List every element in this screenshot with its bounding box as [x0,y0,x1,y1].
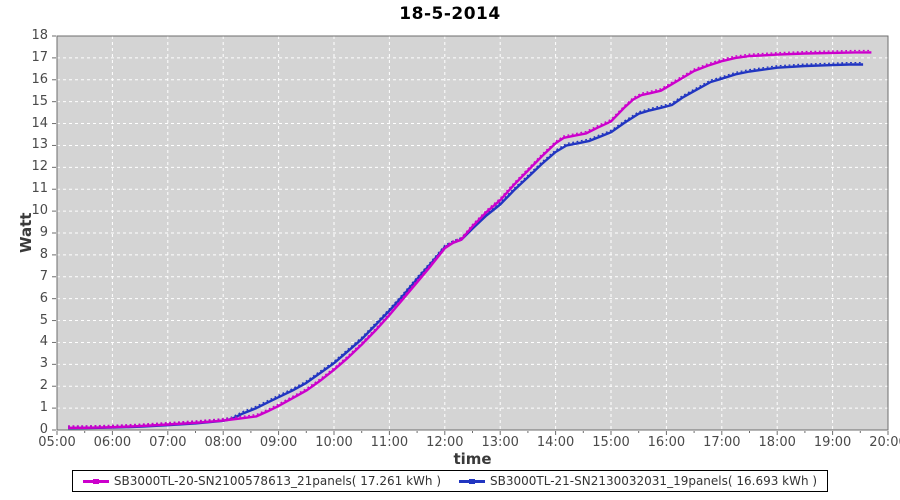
y-tick-label: 7 [39,268,48,284]
x-tick-label: 08:00 [204,435,242,450]
legend-label: SB3000TL-21-SN2130032031_19panels( 16.69… [490,474,818,488]
y-tick-label: 6 [39,290,48,306]
y-tick-label: 15 [31,93,48,109]
magenta-line-marker-icon [82,477,109,486]
y-tick-label: 2 [39,378,48,394]
x-tick-label: 10:00 [315,435,353,450]
y-tick-label: 5 [39,312,48,328]
x-tick-label: 12:00 [426,435,464,450]
x-tick-label: 06:00 [93,435,132,450]
legend-label: SB3000TL-20-SN2100578613_21panels( 17.26… [113,474,441,488]
x-axis-title: time [453,450,492,468]
legend-item-inverter-20: SB3000TL-20-SN2100578613_21panels( 17.26… [82,474,441,488]
x-tick-label: 18:00 [758,435,796,450]
y-tick-label: 8 [39,246,48,262]
y-tick-label: 17 [31,49,48,65]
blue-line-marker-icon [459,477,485,486]
y-tick-label: 4 [39,334,48,350]
x-tick-label: 15:00 [592,435,630,450]
y-tick-label: 16 [31,71,48,87]
x-tick-label: 19:00 [813,435,852,450]
chart-title: 18-5-2014 [399,4,501,24]
series-line-1 [68,63,864,430]
y-tick-label: 1 [39,400,48,416]
x-tick-label: 17:00 [703,435,741,450]
y-tick-label: 9 [39,225,48,240]
x-tick-label: 09:00 [259,435,298,450]
y-tick-label: 13 [31,137,48,153]
y-tick-label: 0 [39,422,48,437]
y-axis-title: Watt [17,212,35,253]
y-tick-label: 3 [39,356,48,372]
y-tick-label: 12 [31,159,48,175]
x-tick-label: 20:00 [869,435,900,450]
x-tick-label: 11:00 [370,435,409,450]
legend: SB3000TL-20-SN2100578613_21panels( 17.26… [0,470,900,492]
y-tick-label: 18 [31,28,48,43]
series-markers-0 [68,49,872,427]
x-tick-label: 05:00 [38,435,76,450]
series-line-0 [68,51,872,429]
x-tick-label: 16:00 [647,435,686,450]
y-tick-label: 10 [31,203,48,219]
legend-item-inverter-21: SB3000TL-21-SN2130032031_19panels( 16.69… [459,474,817,488]
x-tick-label: 14:00 [536,435,575,450]
y-tick-label: 14 [31,115,48,131]
y-tick-label: 11 [31,181,48,197]
plot-border [56,35,889,431]
legend-box: SB3000TL-20-SN2100578613_21panels( 17.26… [71,470,829,492]
x-tick-label: 07:00 [149,435,187,450]
x-tick-label: 13:00 [481,435,519,450]
